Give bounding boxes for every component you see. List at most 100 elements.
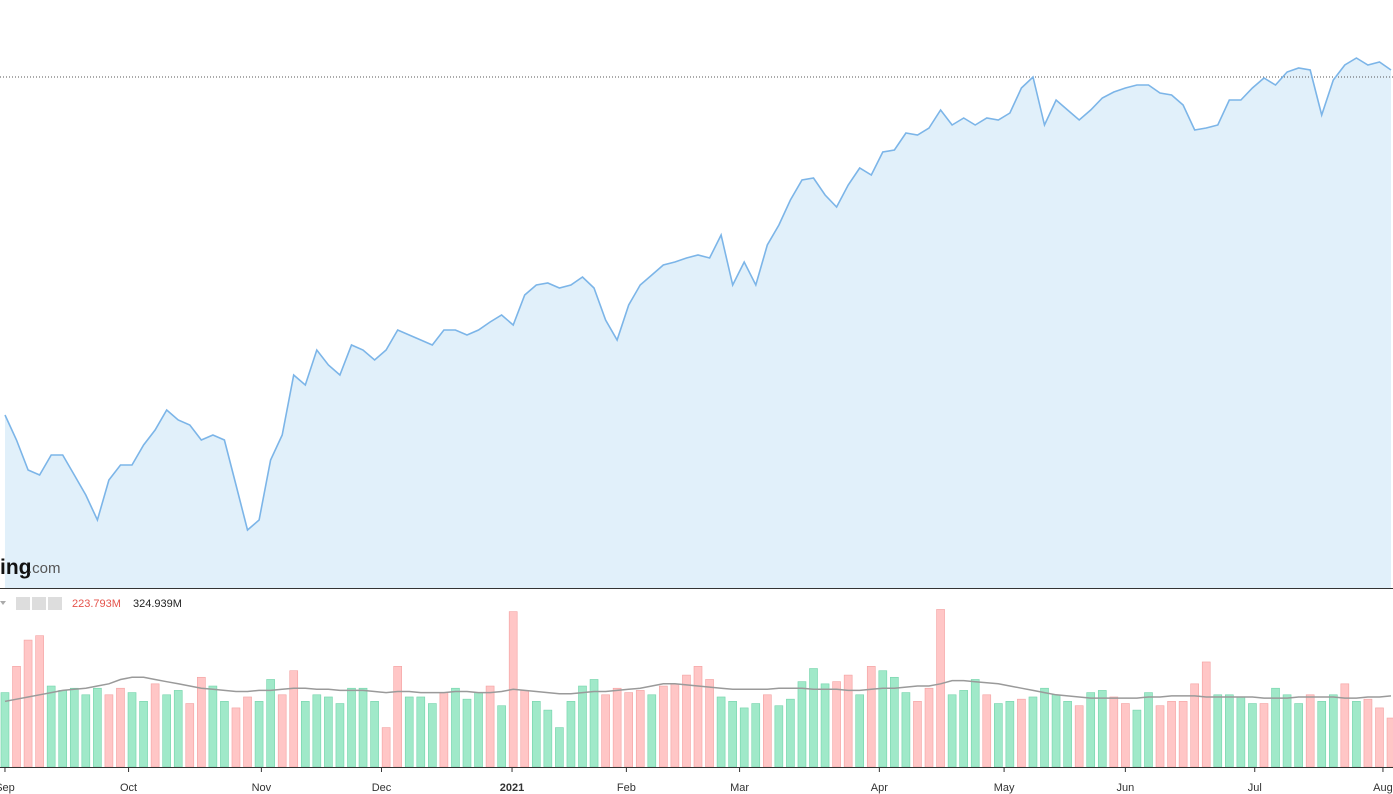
volume-bar: [578, 685, 587, 768]
volume-bar: [682, 674, 691, 768]
volume-bar: [797, 681, 807, 768]
volume-bar: [878, 670, 888, 768]
volume-bar: [381, 727, 391, 768]
volume-bar: [774, 705, 784, 768]
volume-bar: [543, 709, 553, 768]
volume-bar: [843, 674, 853, 768]
volume-bar: [763, 694, 772, 768]
volume-bar: [497, 705, 506, 768]
volume-bar: [1017, 698, 1026, 768]
volume-bar: [277, 694, 287, 768]
volume-bar: [197, 676, 206, 768]
volume-bar: [913, 701, 922, 768]
volume-bar: [451, 687, 460, 768]
volume-bar: [566, 701, 576, 768]
volume-bar: [208, 685, 218, 768]
volume-bar: [520, 690, 530, 768]
logo-suffix: .com: [28, 560, 61, 577]
volume-bar: [127, 692, 137, 768]
volume-bar: [1086, 692, 1096, 768]
x-tick-label: Dec: [372, 782, 392, 794]
volume-bar: [116, 687, 125, 768]
volume-bar: [416, 696, 426, 768]
volume-bar: [35, 635, 44, 768]
moving-average-line: [4, 676, 1392, 703]
volume-bar: [624, 692, 633, 768]
volume-bar: [728, 701, 737, 768]
volume-bar: [1352, 701, 1361, 768]
volume-bar: [1340, 683, 1350, 768]
volume-bar: [358, 687, 368, 768]
volume-bar: [220, 701, 229, 768]
close-icon[interactable]: [48, 597, 62, 610]
volume-bar: [659, 685, 668, 768]
volume-bar: [866, 666, 876, 768]
volume-bar: [936, 609, 945, 768]
volume-bar: [231, 707, 241, 768]
eye-icon[interactable]: [16, 597, 30, 610]
volume-bar: [1225, 694, 1234, 768]
x-tick-label: Sep: [0, 782, 15, 794]
x-tick-label: Nov: [252, 782, 272, 794]
volume-bar: [428, 703, 437, 768]
settings-icon[interactable]: [32, 597, 46, 610]
volume-bar: [1375, 707, 1384, 768]
volume-bar: [150, 683, 160, 768]
volume-bar: [1271, 687, 1280, 768]
volume-bar: [1363, 698, 1373, 768]
volume-bar: [751, 703, 761, 768]
volume-bar: [335, 703, 345, 768]
volume-bar: [1282, 694, 1292, 768]
x-tick-label: Aug: [1373, 782, 1393, 794]
volume-panel: [0, 609, 1393, 768]
ma-value: 324.939M: [133, 598, 182, 610]
volume-bar: [589, 679, 599, 768]
x-tick-label: Apr: [871, 782, 888, 794]
volume-bar: [647, 694, 657, 768]
volume-bar: [1178, 701, 1188, 768]
volume-bar: [1328, 694, 1338, 768]
volume-bar: [69, 687, 79, 768]
volume-bar: [716, 696, 726, 768]
volume-bar: [1097, 690, 1107, 768]
collapse-icon[interactable]: [0, 601, 6, 605]
volume-bar: [1005, 701, 1015, 768]
volume-bar: [855, 694, 865, 768]
volume-bar: [347, 687, 356, 768]
volume-bar: [93, 687, 102, 768]
volume-bar: [1028, 696, 1038, 768]
volume-bar: [312, 694, 322, 768]
volume-bar: [1155, 705, 1165, 768]
volume-bar: [693, 666, 703, 768]
volume-bar: [185, 703, 195, 768]
volume-bar: [139, 701, 148, 768]
volume-bar: [404, 696, 414, 768]
volume-bar: [947, 694, 957, 768]
volume-bar: [994, 703, 1003, 768]
volume-bar: [890, 676, 899, 768]
volume-bar: [970, 679, 980, 768]
volume-bar: [531, 701, 541, 768]
volume-bar: [601, 694, 610, 768]
volume-bar: [254, 701, 264, 768]
volume-bar: [705, 679, 714, 768]
x-tick-label: Jul: [1248, 782, 1262, 794]
volume-bar: [1121, 703, 1130, 768]
x-tick-label: Oct: [120, 782, 137, 794]
volume-value: 223.793M: [72, 598, 121, 610]
volume-bar: [809, 668, 818, 768]
volume-bar: [46, 685, 56, 768]
volume-bar: [266, 679, 275, 768]
volume-bar: [462, 698, 472, 768]
volume-bar: [439, 692, 449, 768]
volume-bar: [635, 690, 645, 768]
volume-bar: [1051, 694, 1061, 768]
volume-bar: [1317, 701, 1327, 768]
logo: ing: [0, 556, 32, 579]
volume-bar: [959, 690, 968, 768]
volume-bar: [670, 683, 680, 768]
volume-bar: [324, 696, 333, 768]
volume-bar: [982, 694, 992, 768]
volume-bar: [1040, 687, 1049, 768]
volume-bar: [474, 692, 483, 768]
